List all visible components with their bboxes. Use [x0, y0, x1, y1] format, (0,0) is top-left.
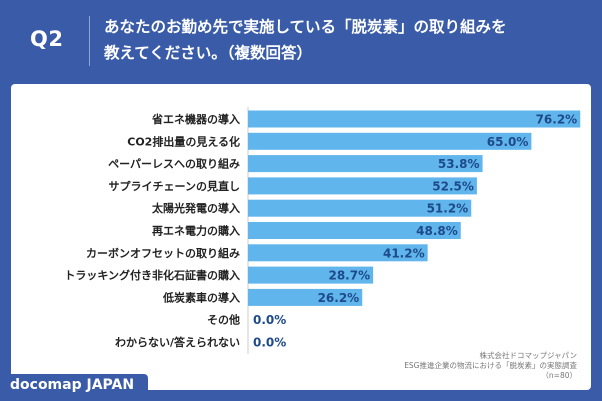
question-line-1: あなたのお勤め先で実施している「脱炭素」の取り組みを	[104, 18, 507, 36]
value-label: 0.0%	[253, 336, 286, 350]
value-label: 65.0%	[487, 135, 529, 149]
source-company: 株式会社ドコマップジャパン	[479, 351, 578, 360]
bar	[248, 199, 472, 217]
category-label: 太陽光発電の導入	[151, 201, 240, 215]
category-label: サプライチェーンの見直し	[109, 179, 240, 193]
category-label: 再エネ電力の購入	[152, 224, 240, 238]
category-label: ペーパーレスへの取り組み	[108, 157, 240, 171]
category-label: わからない/答えられない	[115, 335, 240, 349]
bar	[248, 177, 477, 195]
value-label: 28.7%	[328, 269, 370, 283]
bar	[248, 244, 428, 262]
value-label: 41.2%	[383, 246, 425, 260]
category-label: 省エネ機器の導入	[151, 112, 240, 126]
brand-logo: docomap JAPAN	[0, 374, 149, 396]
bar	[248, 266, 374, 284]
question-line-2: 教えてください。（複数回答）	[104, 44, 313, 62]
question-number: Q2	[30, 27, 64, 51]
category-label: 低炭素車の導入	[162, 290, 240, 304]
category-label: CO2排出量の見える化	[127, 134, 240, 148]
value-label: 53.8%	[438, 157, 480, 171]
value-label: 26.2%	[318, 291, 360, 305]
category-label: その他	[207, 313, 240, 327]
header-divider	[89, 16, 90, 66]
question-text: あなたのお勤め先で実施している「脱炭素」の取り組みを 教えてください。（複数回答…	[104, 14, 594, 66]
value-label: 76.2%	[536, 113, 578, 127]
bar	[248, 288, 363, 306]
bar	[248, 155, 483, 173]
bar	[248, 110, 581, 128]
bar	[248, 132, 532, 150]
bar-chart: 省エネ機器の導入 76.2% CO2排出量の見える化 65.0% ペーパーレスへの取り組…	[64, 107, 581, 354]
source-note: 株式会社ドコマップジャパン ESG推進企業の物流における「脱炭素」の実態調査 （…	[404, 351, 577, 381]
source-survey: ESG推進企業の物流における「脱炭素」の実態調査	[404, 361, 577, 370]
header: Q2 あなたのお勤め先で実施している「脱炭素」の取り組みを 教えてください。（複…	[0, 0, 602, 80]
value-label: 52.5%	[432, 179, 474, 193]
value-label: 51.2%	[427, 202, 469, 216]
value-label: 0.0%	[253, 313, 286, 327]
bar	[248, 222, 461, 239]
value-label: 48.8%	[416, 224, 458, 238]
source-sample-size: （n=80）	[541, 371, 577, 380]
category-label: カーボンオフセットの取り組み	[86, 246, 240, 260]
category-label: トラッキング付き非化石証書の購入	[64, 268, 240, 282]
chart-card: 省エネ機器の導入 76.2% CO2排出量の見える化 65.0% ペーパーレスへの取り組…	[11, 84, 591, 390]
